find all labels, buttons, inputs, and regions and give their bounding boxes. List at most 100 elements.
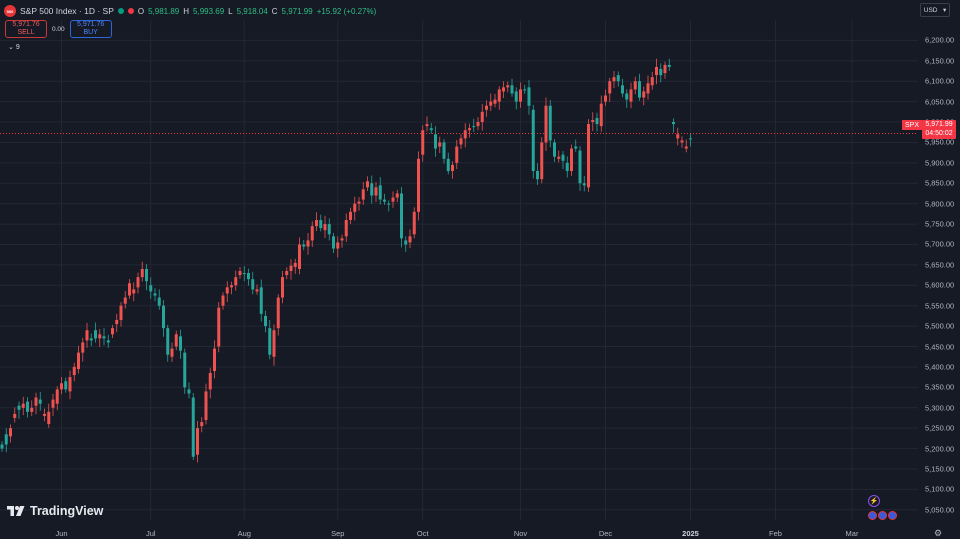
candle	[395, 189, 399, 203]
symbol-title[interactable]: S&P 500 Index · 1D · SP	[20, 6, 114, 16]
candle	[123, 291, 127, 309]
us-flag-icon[interactable]	[868, 511, 877, 520]
candle	[60, 377, 63, 395]
candle	[565, 156, 569, 178]
price-tick-label: 5,600.00	[925, 280, 955, 290]
candle-body	[387, 203, 391, 205]
candle-body	[77, 352, 80, 369]
candle-body	[98, 334, 102, 339]
chart-grid	[0, 20, 918, 520]
candle	[374, 182, 378, 203]
candle	[510, 78, 514, 97]
candle	[438, 136, 442, 154]
candle-body	[55, 389, 59, 404]
candle-body	[633, 81, 637, 90]
ohlc-close-key: C	[271, 6, 278, 16]
candle-body	[289, 265, 293, 272]
candle	[344, 213, 348, 243]
candle	[255, 284, 259, 295]
candle-body	[468, 128, 471, 131]
candle	[689, 133, 692, 147]
candle-body	[383, 199, 386, 202]
time-tick-label: Sep	[331, 529, 345, 538]
candle	[412, 207, 416, 239]
buy-label: BUY	[83, 29, 98, 36]
candle	[281, 271, 284, 304]
candle	[111, 324, 114, 338]
candle	[540, 137, 544, 184]
candle-body	[327, 224, 331, 235]
candle	[684, 139, 688, 153]
candle-body	[68, 377, 72, 392]
candle-body	[187, 389, 191, 394]
candle	[89, 333, 93, 347]
candle-body	[459, 138, 463, 145]
indicators-toggle[interactable]: ⌄ 9	[8, 43, 20, 51]
candle	[421, 125, 425, 162]
price-tick-label: 6,050.00	[925, 97, 955, 107]
price-tick-label: 5,500.00	[925, 321, 955, 331]
buy-button[interactable]: 5,971.76 BUY	[69, 20, 112, 38]
us-flag-icon[interactable]	[878, 511, 887, 520]
candle-body	[234, 277, 238, 286]
candle-body	[621, 85, 624, 94]
us-flag-icon[interactable]	[888, 511, 897, 520]
candle	[676, 127, 680, 146]
tradingview-logo[interactable]: TradingView	[7, 504, 103, 518]
candle-body	[514, 91, 518, 102]
currency-label: USD	[923, 6, 938, 14]
candle	[21, 396, 25, 416]
candle-body	[230, 285, 233, 288]
candle-body	[72, 366, 76, 376]
candle-body	[493, 99, 497, 104]
time-tick-label: Oct	[416, 529, 429, 538]
price-tick-label: 6,100.00	[925, 76, 955, 86]
candle-body	[565, 162, 569, 172]
ohlc-high-value: 5,993.69	[193, 6, 225, 16]
candle-body	[663, 64, 667, 74]
candle-body	[247, 273, 250, 280]
currency-selector[interactable]: USD ▾	[920, 3, 950, 17]
candle-body	[595, 117, 599, 125]
gear-icon[interactable]: ⚙	[934, 528, 943, 538]
candle	[26, 397, 29, 418]
price-tick-label: 5,400.00	[925, 362, 955, 372]
candle	[4, 428, 8, 453]
candle-body	[553, 142, 556, 157]
candle-body	[523, 89, 527, 91]
candle-body	[123, 297, 127, 304]
candle	[34, 392, 38, 415]
candle-body	[26, 401, 29, 412]
lightning-icon[interactable]: ⚡	[868, 495, 880, 507]
candle-body	[659, 68, 663, 76]
bar-countdown: 04:50:02	[925, 130, 953, 137]
candle	[400, 186, 403, 248]
candle-body	[85, 330, 89, 341]
candle	[55, 386, 59, 411]
candle-body	[540, 142, 544, 180]
candle-body	[400, 193, 403, 239]
candle-body	[604, 95, 607, 102]
price-tick-label: 5,650.00	[925, 260, 955, 270]
spread-value: 0.00	[52, 25, 65, 33]
sell-button[interactable]: 5,971.76 SELL	[5, 20, 47, 38]
candle-body	[140, 268, 144, 278]
candle-body	[89, 338, 93, 341]
economic-events[interactable]	[868, 511, 897, 520]
candle	[485, 100, 488, 117]
candle	[247, 268, 250, 286]
candle-body	[191, 397, 195, 457]
time-tick-label: Mar	[845, 529, 859, 538]
candle-body	[149, 285, 153, 292]
candle	[268, 320, 272, 360]
candle-body	[442, 142, 446, 159]
candle-body	[519, 89, 522, 102]
price-tick-label: 5,950.00	[925, 137, 955, 147]
candle	[480, 104, 484, 131]
candle-body	[145, 268, 148, 282]
candle	[213, 340, 216, 379]
candle-body	[47, 411, 51, 425]
candle	[544, 97, 548, 152]
candle	[149, 277, 153, 299]
